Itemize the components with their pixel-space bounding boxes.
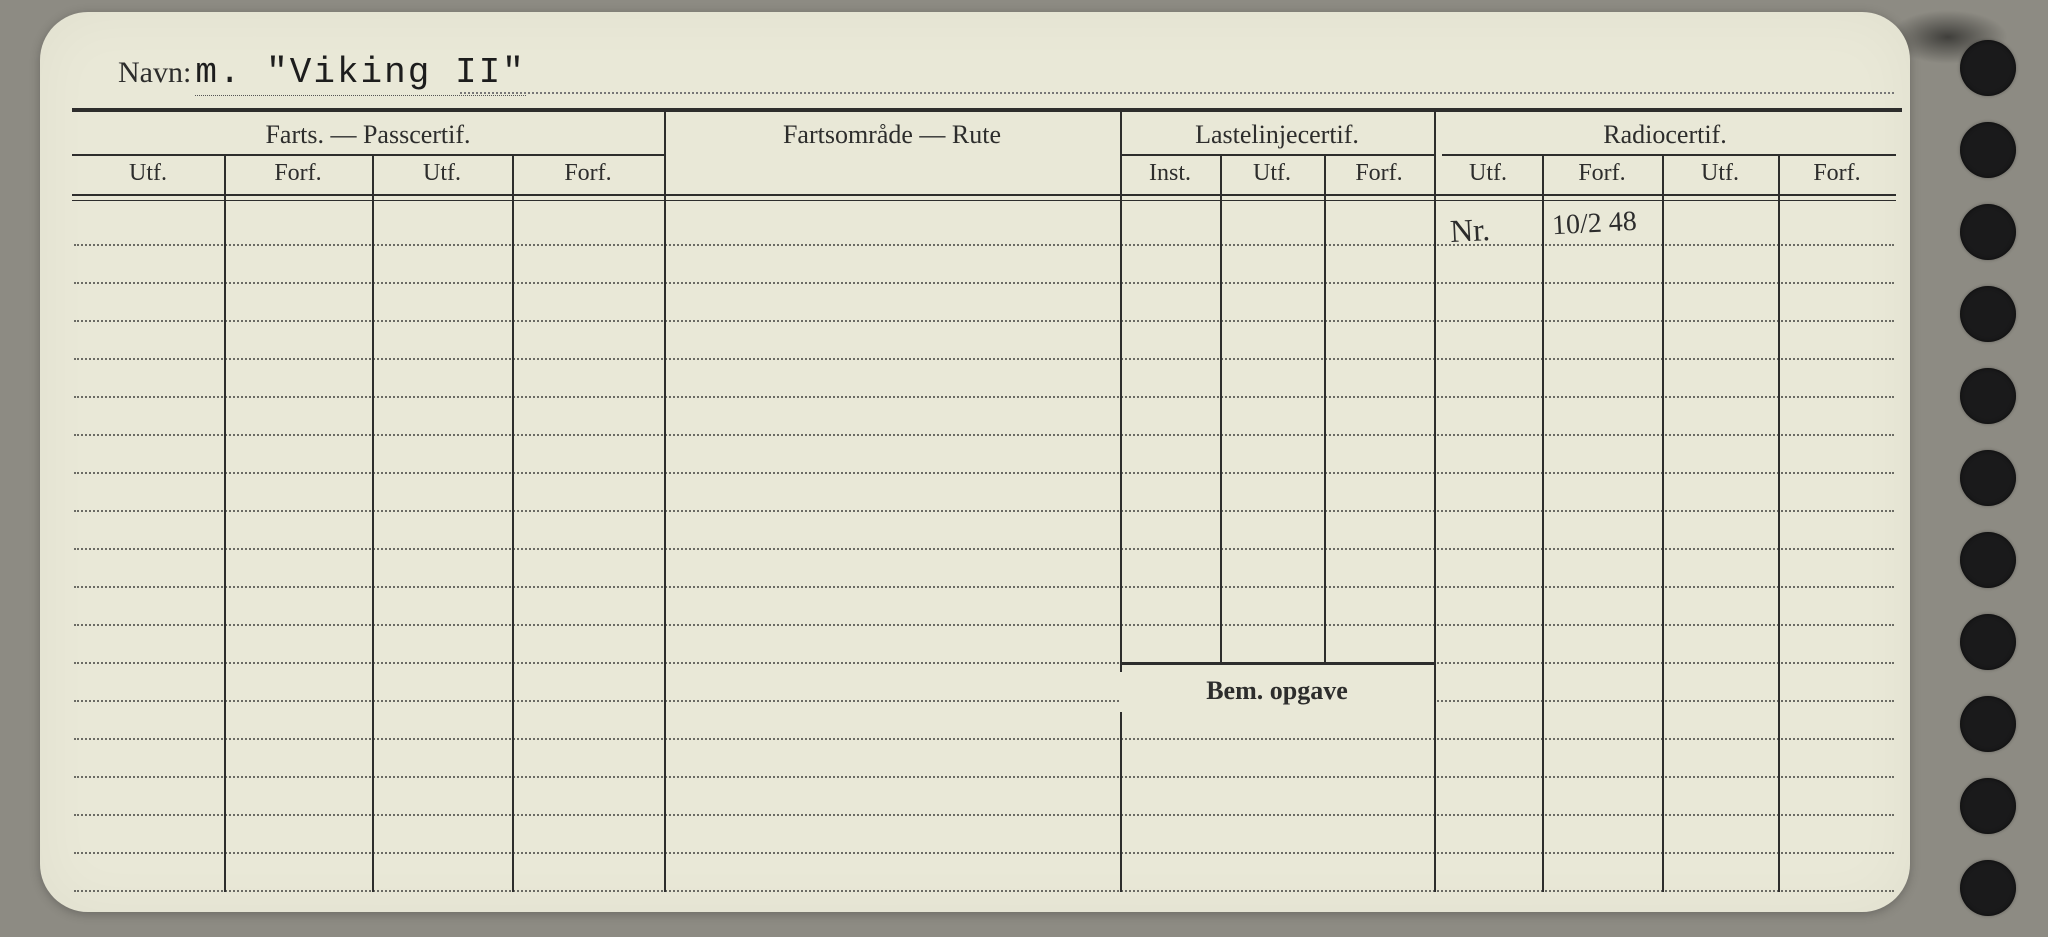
punch-hole: [1960, 122, 2016, 178]
group-fartsomrade: Fartsområde — Rute: [664, 120, 1120, 150]
col-radio-forf2: Forf.: [1778, 160, 1896, 187]
col-laste-forf: Forf.: [1324, 160, 1434, 187]
col-farts-utf2: Utf.: [372, 160, 512, 187]
dotted-row: [74, 320, 1894, 322]
punch-hole: [1960, 532, 2016, 588]
punch-hole: [1960, 696, 2016, 752]
punch-hole: [1960, 40, 2016, 96]
col-farts-utf1: Utf.: [72, 160, 224, 187]
dotted-row: [74, 396, 1894, 398]
dotted-row: [74, 700, 1894, 702]
subheader-rule-1: [72, 194, 1896, 196]
body-rows: [72, 206, 1896, 892]
dotted-row: [74, 624, 1894, 626]
navn-row: Navn: m. "Viking II": [118, 52, 1858, 96]
dotted-row: [74, 738, 1894, 740]
col-laste-inst: Inst.: [1120, 160, 1220, 187]
dotted-row: [74, 244, 1894, 246]
navn-label: Navn:: [118, 56, 191, 90]
col-radio-forf1: Forf.: [1542, 160, 1662, 187]
dotted-row: [74, 814, 1894, 816]
group-rule-farts: [72, 154, 664, 156]
vline-laste-left: [1120, 112, 1122, 892]
col-radio-utf1: Utf.: [1434, 160, 1542, 187]
handwriting-radio-utf: Nr.: [1449, 211, 1491, 250]
punch-hole: [1960, 860, 2016, 916]
navn-value: m. "Viking II": [195, 52, 525, 96]
vline-radio-c: [1778, 154, 1780, 892]
group-farts: Farts. — Passcertif.: [72, 120, 664, 150]
dotted-row: [74, 548, 1894, 550]
subheader-rule-2: [72, 200, 1896, 201]
punch-hole: [1960, 286, 2016, 342]
col-farts-forf2: Forf.: [512, 160, 664, 187]
dotted-row: [74, 510, 1894, 512]
navn-dotted-rule: [460, 92, 1894, 94]
vline-farts-a: [224, 154, 226, 892]
vline-radio-a: [1542, 154, 1544, 892]
dotted-row: [74, 586, 1894, 588]
dotted-row: [74, 852, 1894, 854]
punch-hole: [1960, 614, 2016, 670]
index-card: Navn: m. "Viking II" Farts. — Passcertif…: [40, 12, 1910, 912]
punch-hole: [1960, 368, 2016, 424]
vline-laste-a: [1220, 154, 1222, 662]
punch-hole: [1960, 204, 2016, 260]
col-radio-utf2: Utf.: [1662, 160, 1778, 187]
vline-radio-b: [1662, 154, 1664, 892]
vline-radio-left: [1434, 112, 1436, 892]
vline-farts-b: [372, 154, 374, 892]
group-lastelinje: Lastelinjecertif.: [1120, 120, 1434, 150]
col-laste-utf: Utf.: [1220, 160, 1324, 187]
dotted-row: [74, 890, 1894, 892]
vline-laste-b: [1324, 154, 1326, 662]
dotted-row: [74, 434, 1894, 436]
dotted-row: [74, 358, 1894, 360]
group-rule-radio: [1442, 154, 1896, 156]
handwriting-radio-forf: 10/2 48: [1551, 206, 1637, 242]
group-radio: Radiocertif.: [1434, 120, 1896, 150]
bem-opgave-rule: [1120, 662, 1434, 665]
group-rule-laste: [1120, 154, 1434, 156]
col-farts-forf1: Forf.: [224, 160, 372, 187]
punch-hole: [1960, 778, 2016, 834]
dotted-row: [74, 662, 1894, 664]
table-area: Farts. — Passcertif. Fartsområde — Rute …: [72, 112, 1902, 892]
dotted-row: [74, 776, 1894, 778]
dotted-row: [74, 472, 1894, 474]
vline-farts-c: [512, 154, 514, 892]
dotted-row: [74, 282, 1894, 284]
vline-fartsomrade-left: [664, 112, 666, 892]
punch-hole: [1960, 450, 2016, 506]
bem-opgave-label: Bem. opgave: [1120, 672, 1434, 712]
